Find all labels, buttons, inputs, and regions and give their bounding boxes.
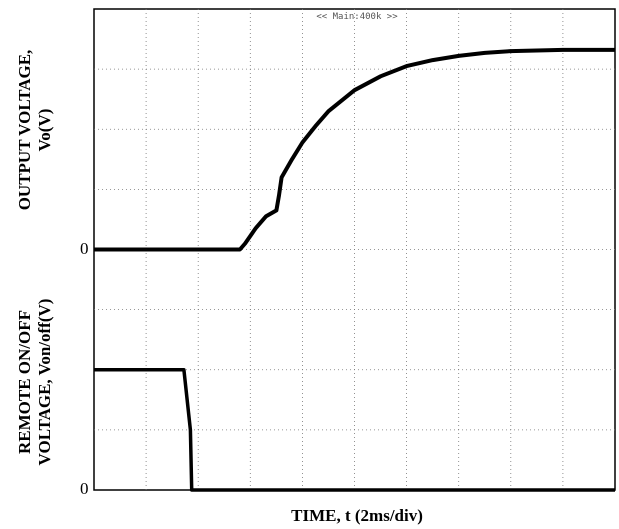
x-axis-label: TIME, t (2ms/div) (291, 506, 423, 525)
ylabel-output-line2: Vo(V) (35, 109, 54, 152)
zero-label-output: 0 (80, 239, 89, 258)
zero-label-remote: 0 (80, 479, 89, 498)
trace-remote-onoff-voltage (94, 368, 615, 492)
scope-banner: << Main:400k >> (316, 12, 398, 22)
ylabel-remote-line1: REMOTE ON/OFF (15, 310, 34, 454)
traces (94, 47, 615, 492)
ylabel-remote-line2: VOLTAGE, Von/off(V) (35, 299, 54, 466)
ylabel-output: OUTPUT VOLTAGE, Vo(V) (15, 50, 54, 211)
ylabel-output-line1: OUTPUT VOLTAGE, (15, 50, 34, 211)
ylabel-remote: REMOTE ON/OFF VOLTAGE, Von/off(V) (15, 299, 54, 466)
trace-output-voltage (94, 47, 615, 252)
